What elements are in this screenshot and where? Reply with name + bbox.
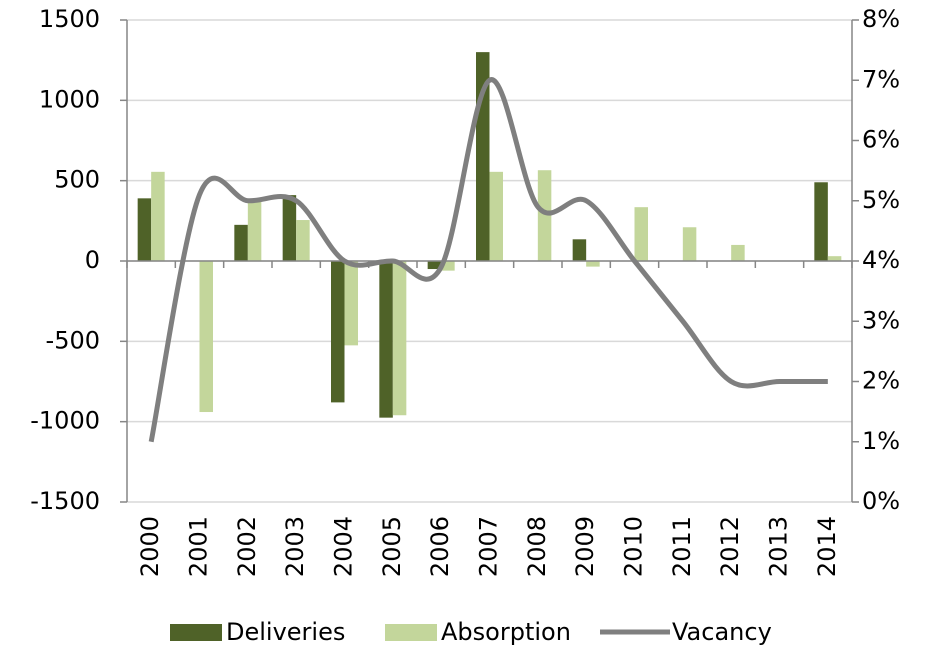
y2-tick-label: 6% bbox=[862, 126, 900, 154]
bar bbox=[331, 261, 345, 403]
y2-tick-label: 4% bbox=[862, 246, 900, 274]
x-tick-label: 2001 bbox=[185, 516, 213, 577]
y2-tick-label: 5% bbox=[862, 186, 900, 214]
bar bbox=[731, 244, 745, 261]
y-tick-label: -1500 bbox=[30, 487, 100, 515]
y-tick-label: -1000 bbox=[30, 407, 100, 435]
bar bbox=[827, 256, 842, 261]
x-tick-label: 2008 bbox=[523, 516, 551, 577]
legend-swatch bbox=[170, 624, 222, 641]
bar bbox=[151, 171, 165, 261]
y-tick-label: 500 bbox=[54, 166, 100, 194]
y2-tick-label: 1% bbox=[862, 427, 900, 455]
line bbox=[148, 77, 828, 443]
x-tick-label: 2013 bbox=[765, 516, 793, 577]
bar bbox=[247, 201, 262, 261]
y2-tick-label: 0% bbox=[862, 487, 900, 515]
y-tick-label: -500 bbox=[46, 326, 100, 354]
bar bbox=[572, 239, 587, 261]
x-tick-label: 2003 bbox=[281, 516, 309, 577]
bar bbox=[137, 198, 152, 261]
x-tick-label: 2002 bbox=[233, 516, 261, 577]
x-tick-label: 2004 bbox=[330, 516, 358, 577]
x-tick-label: 2014 bbox=[813, 516, 841, 577]
y2-tick-label: 8% bbox=[862, 5, 900, 33]
bar bbox=[682, 227, 697, 261]
bar bbox=[234, 224, 248, 261]
y-tick-label: 1000 bbox=[39, 85, 100, 113]
x-tick-label: 2012 bbox=[716, 516, 744, 577]
bar bbox=[814, 182, 828, 261]
legend-label: Vacancy bbox=[672, 618, 772, 646]
y2-tick-label: 2% bbox=[862, 367, 900, 395]
legend-swatch bbox=[385, 624, 437, 641]
legend-label: Absorption bbox=[441, 618, 571, 646]
x-tick-label: 2010 bbox=[620, 516, 648, 577]
legend-label: Deliveries bbox=[226, 618, 345, 646]
bar bbox=[379, 261, 393, 418]
bar bbox=[586, 261, 600, 267]
bar bbox=[489, 171, 503, 261]
bar bbox=[296, 220, 310, 261]
bar bbox=[634, 207, 648, 261]
x-tick-label: 2011 bbox=[668, 516, 696, 577]
bar bbox=[344, 261, 358, 346]
y2-tick-label: 7% bbox=[862, 65, 900, 93]
x-tick-label: 2007 bbox=[475, 516, 503, 577]
y-tick-label: 1500 bbox=[39, 5, 100, 33]
bar bbox=[282, 195, 297, 261]
bar bbox=[392, 261, 407, 416]
bar bbox=[199, 261, 213, 413]
x-tick-label: 2006 bbox=[426, 516, 454, 577]
x-tick-label: 2005 bbox=[378, 516, 406, 577]
x-tick-label: 2009 bbox=[571, 516, 599, 577]
bar bbox=[537, 170, 552, 261]
bar bbox=[427, 261, 442, 270]
x-tick-label: 2000 bbox=[136, 516, 164, 577]
y2-tick-label: 3% bbox=[862, 306, 900, 334]
bar bbox=[441, 261, 455, 271]
y-tick-label: 0 bbox=[85, 246, 100, 274]
